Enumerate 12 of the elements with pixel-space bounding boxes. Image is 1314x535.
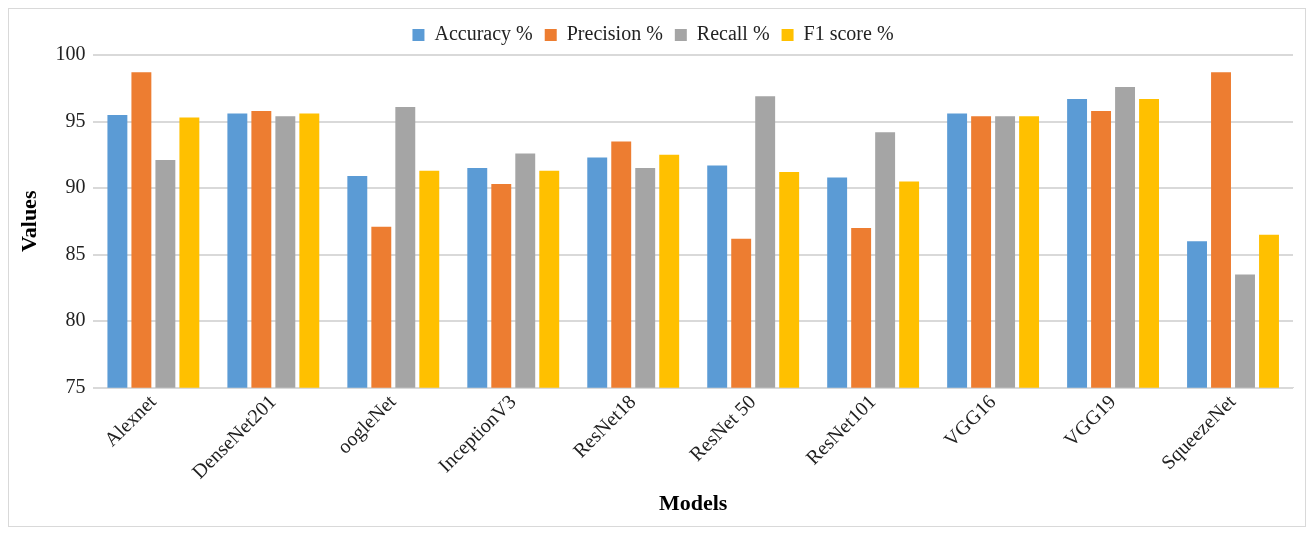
y-tick-label: 80	[65, 308, 86, 331]
y-axis-title: Values	[15, 190, 41, 253]
y-tick-label: 90	[65, 175, 86, 198]
legend-label: F1 score %	[803, 22, 894, 45]
legend-label: Accuracy %	[434, 22, 533, 46]
y-tick-label: 85	[65, 241, 86, 264]
y-tick-label: 75	[65, 374, 86, 397]
legend-label: Recall %	[696, 22, 770, 45]
x-axis-title: Models	[658, 490, 728, 516]
y-tick-label: 100	[55, 42, 86, 65]
y-tick-label: 95	[65, 108, 86, 131]
legend-label: Precision %	[566, 22, 663, 45]
